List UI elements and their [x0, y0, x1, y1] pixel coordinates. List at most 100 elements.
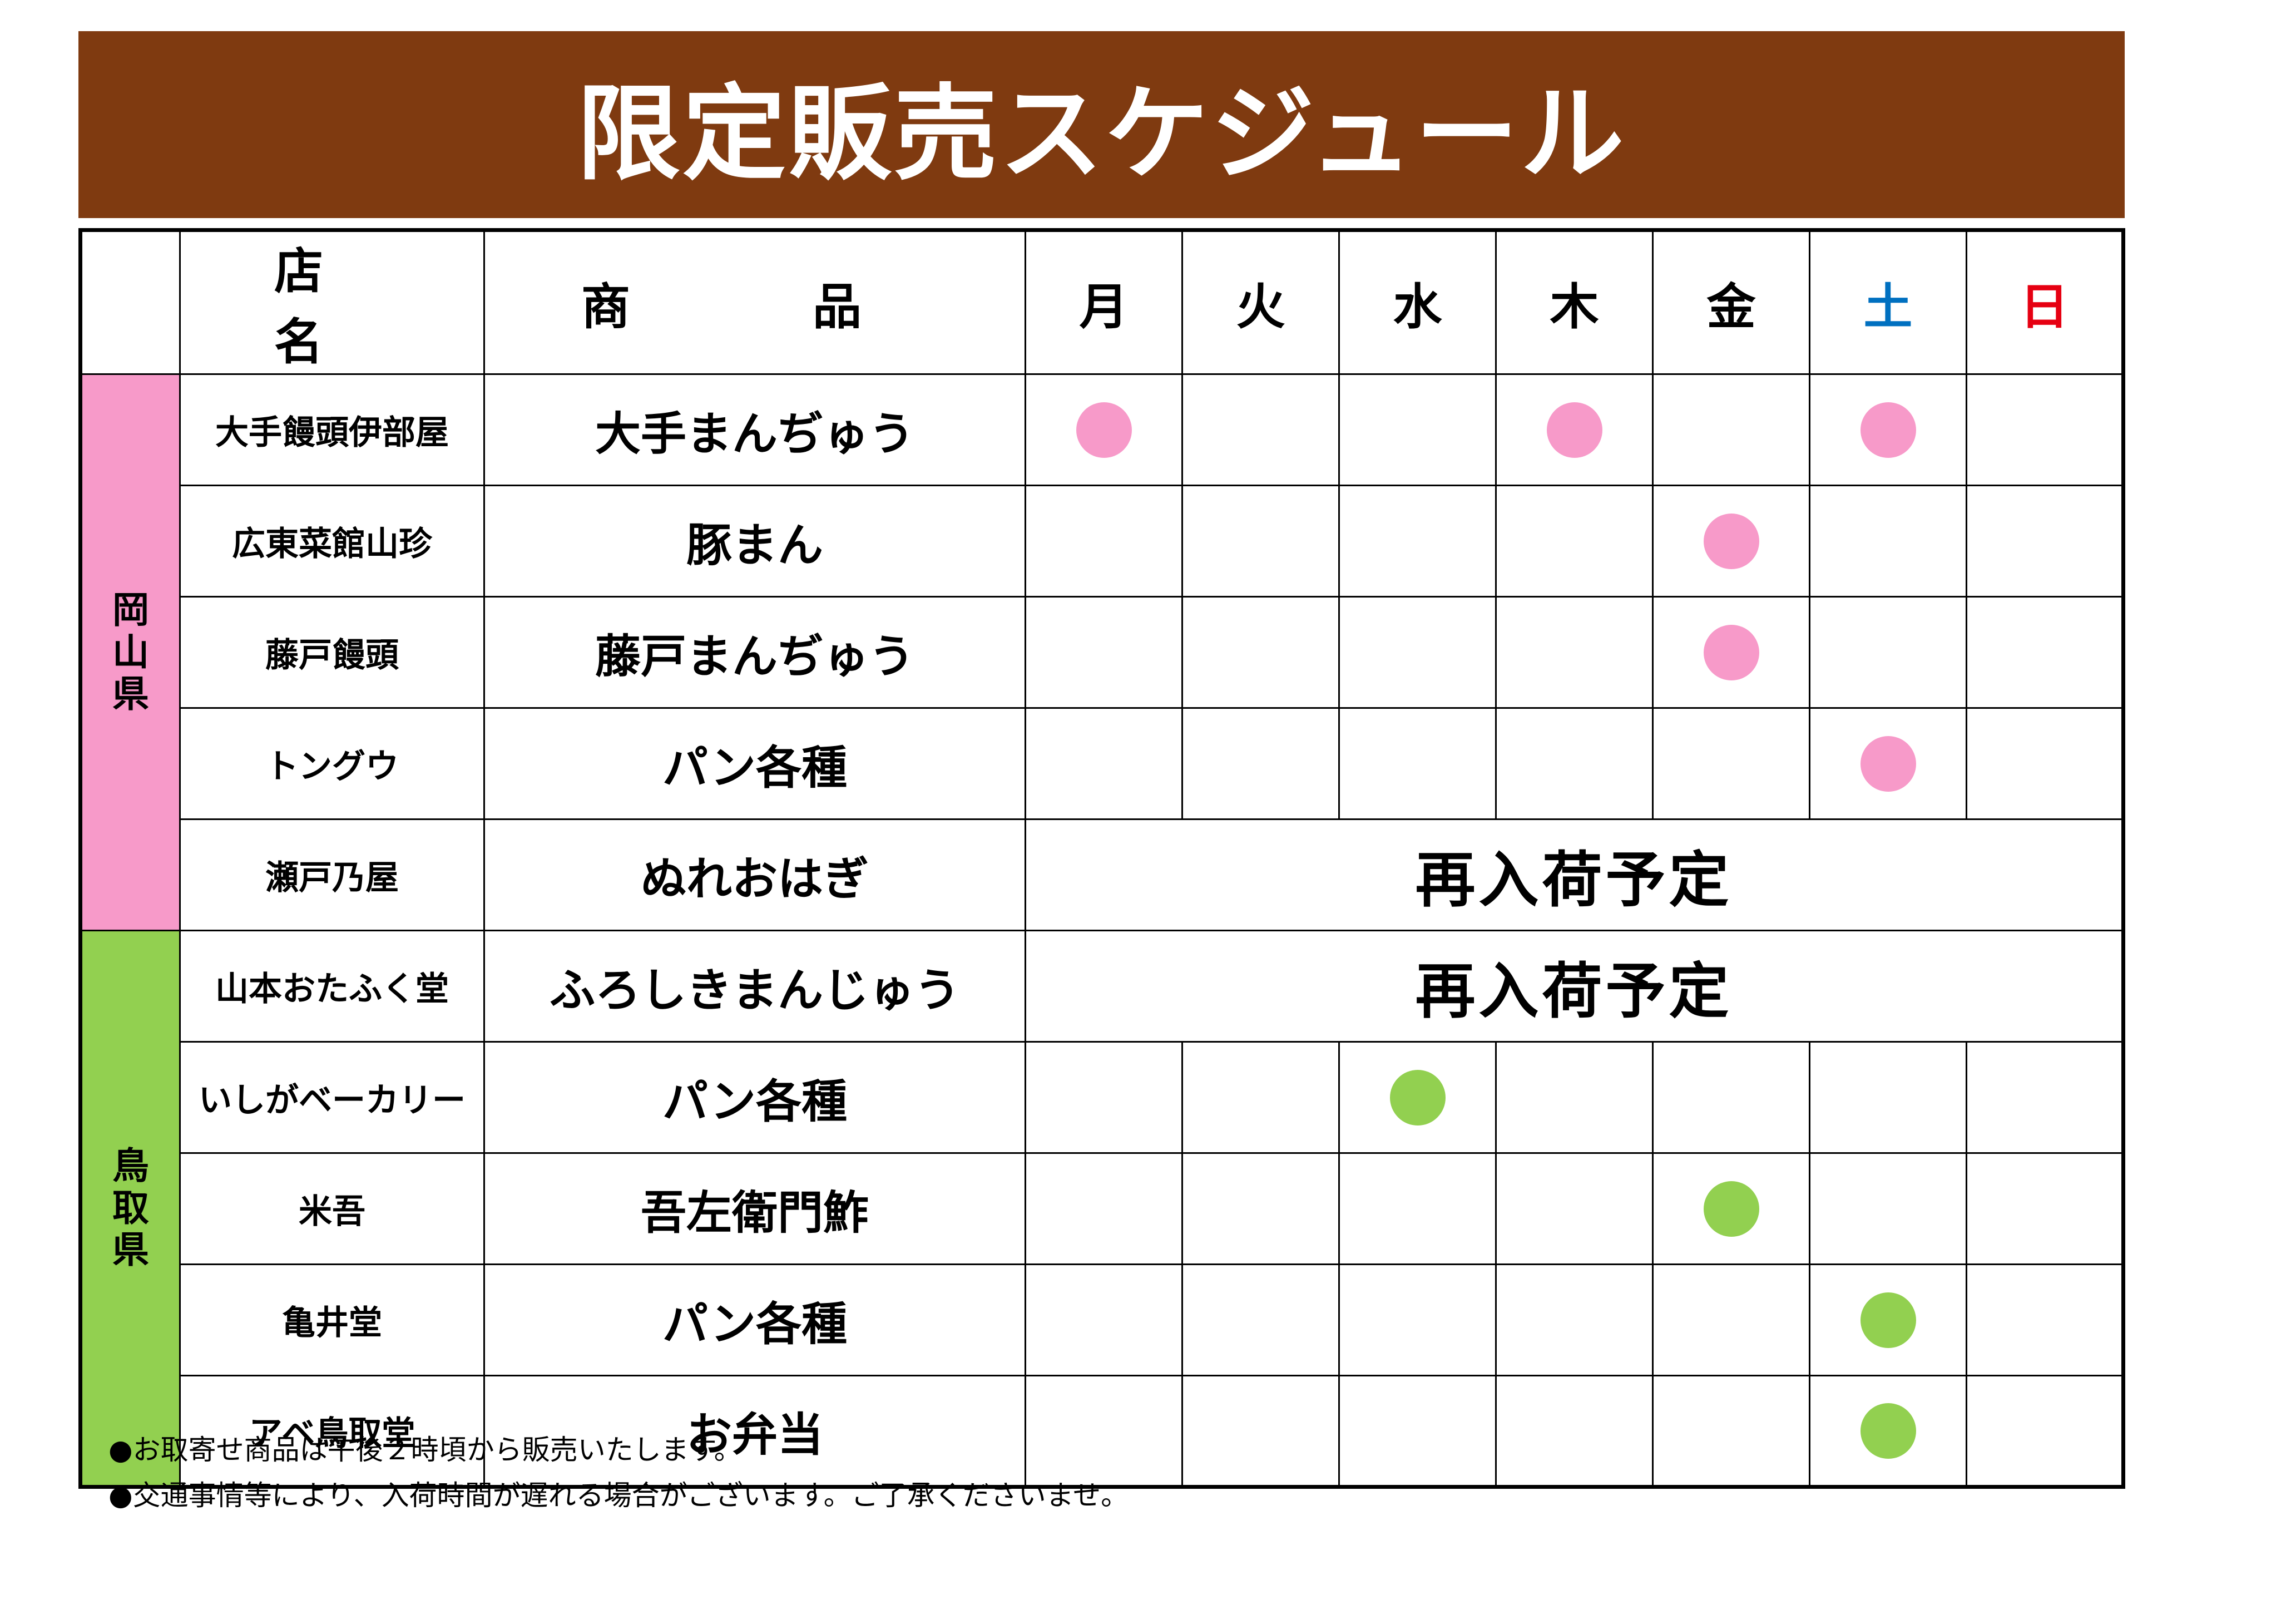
- header-day-sat: 土: [1809, 229, 1967, 375]
- page-title: 限定販売スケジュール: [577, 73, 1626, 194]
- store-name: 亀井堂: [179, 1263, 485, 1376]
- day-cell-sat: [1809, 485, 1967, 598]
- day-cell-mon: [1025, 1263, 1183, 1376]
- sale-day-dot: [1860, 402, 1916, 458]
- day-cell-sat: [1809, 1152, 1967, 1265]
- restock-status: 再入荷予定: [1025, 818, 2124, 931]
- day-cell-mon: [1025, 373, 1183, 486]
- day-cell-fri: [1652, 485, 1810, 598]
- schedule-row: 亀井堂 パン各種: [81, 1263, 2124, 1376]
- day-cell-sun: [1966, 1263, 2124, 1376]
- store-name: 瀬戸乃屋: [179, 818, 485, 931]
- day-cell-fri: [1652, 1041, 1810, 1154]
- day-cell-fri: [1652, 1375, 1810, 1488]
- day-cell-sun: [1966, 1375, 2124, 1488]
- day-cell-wed: [1338, 707, 1497, 820]
- day-cell-tue: [1181, 1375, 1340, 1488]
- prefecture-char: 山: [112, 630, 149, 674]
- prefecture-char: 岡: [112, 588, 149, 631]
- day-cell-sat: [1809, 1375, 1967, 1488]
- day-cell-sun: [1966, 1041, 2124, 1154]
- sale-day-dot: [1860, 1403, 1916, 1459]
- schedule-body: 岡山県大手饅頭伊部屋 大手まんぢゅう 広東菜館山珍 豚まん 藤戸饅頭 藤戸まんぢゅう トング…: [80, 373, 2124, 1488]
- schedule-row: 鳥取県山本おたふく堂 ふろしきまんじゅう 再入荷予定: [80, 930, 2124, 1488]
- day-cell-wed: [1338, 1375, 1497, 1488]
- day-cell-thu: [1495, 1152, 1654, 1265]
- sale-day-dot: [1076, 402, 1132, 458]
- day-cell-sat: [1809, 707, 1967, 820]
- store-name: 広東菜館山珍: [179, 485, 485, 598]
- notes: ●お取寄せ商品は午後２時頃から販売いたします。 ●交通事情等により、入荷時間が遅…: [108, 1427, 1129, 1518]
- title-banner: 限定販売スケジュール: [78, 31, 2125, 218]
- product-name: ぬれおはぎ: [483, 818, 1026, 931]
- day-cell-tue: [1181, 596, 1340, 709]
- day-cell-tue: [1181, 485, 1340, 598]
- day-cell-wed: [1338, 1152, 1497, 1265]
- product-name: ふろしきまんじゅう: [483, 930, 1026, 1043]
- day-cell-mon: [1025, 596, 1183, 709]
- day-cell-sat: [1809, 373, 1967, 486]
- schedule-table: 店 名 商 品 月 火 水 木 金 土 日 岡山県大手饅頭伊部屋 大手まんぢゅう広…: [78, 228, 2125, 1489]
- prefecture-char: 取: [112, 1186, 149, 1230]
- day-cell-wed: [1338, 485, 1497, 598]
- day-cell-thu: [1495, 485, 1654, 598]
- header-day-tue: 火: [1181, 229, 1340, 375]
- schedule-row: いしがベーカリー パン各種: [81, 1041, 2124, 1154]
- day-cell-thu: [1495, 1041, 1654, 1154]
- day-cell-sun: [1966, 1152, 2124, 1265]
- product-name: 大手まんぢゅう: [483, 373, 1026, 486]
- header-day-fri: 金: [1652, 229, 1810, 375]
- day-cell-fri: [1652, 707, 1810, 820]
- store-name: いしがベーカリー: [179, 1041, 485, 1154]
- note-line: ●お取寄せ商品は午後２時頃から販売いたします。: [108, 1434, 742, 1466]
- header-corner: [80, 229, 181, 375]
- store-name: 山本おたふく堂: [179, 930, 485, 1043]
- header-row: 店 名 商 品 月 火 水 木 金 土 日: [80, 229, 2124, 375]
- day-cell-fri: [1652, 596, 1810, 709]
- day-cell-tue: [1181, 373, 1340, 486]
- day-cell-mon: [1025, 707, 1183, 820]
- day-cell-mon: [1025, 485, 1183, 598]
- store-name: 大手饅頭伊部屋: [179, 373, 485, 486]
- day-cell-wed: [1338, 1263, 1497, 1376]
- sale-day-dot: [1703, 624, 1759, 680]
- day-cell-thu: [1495, 1263, 1654, 1376]
- day-cell-sat: [1809, 596, 1967, 709]
- store-name: トングウ: [179, 707, 485, 820]
- day-cell-sun: [1966, 485, 2124, 598]
- day-cell-thu: [1495, 707, 1654, 820]
- day-cell-mon: [1025, 1152, 1183, 1265]
- schedule-row: アベ鳥取堂 お弁当: [81, 1375, 2124, 1488]
- product-name: 豚まん: [483, 485, 1026, 598]
- note-line: ●交通事情等により、入荷時間が遅れる場合がございます。ご了承くださいませ。: [108, 1479, 1129, 1512]
- product-name: パン各種: [483, 1041, 1026, 1154]
- product-name: パン各種: [483, 1263, 1026, 1376]
- day-cell-sun: [1966, 596, 2124, 709]
- store-name: アベ鳥取堂: [179, 1375, 485, 1488]
- product-name: お弁当: [483, 1375, 1026, 1488]
- day-cell-tue: [1181, 1041, 1340, 1154]
- day-cell-sat: [1809, 1263, 1967, 1376]
- sale-day-dot: [1703, 513, 1759, 569]
- sale-day-dot: [1546, 402, 1602, 458]
- sale-day-dot: [1389, 1069, 1446, 1126]
- schedule-row: 岡山県大手饅頭伊部屋 大手まんぢゅう: [80, 373, 2124, 931]
- header-day-sun: 日: [1966, 229, 2124, 375]
- day-cell-sat: [1809, 1041, 1967, 1154]
- header-day-wed: 水: [1338, 229, 1497, 375]
- sale-day-dot: [1703, 1181, 1759, 1237]
- header-day-thu: 木: [1495, 229, 1654, 375]
- day-cell-mon: [1025, 1041, 1183, 1154]
- sale-day-dot: [1860, 736, 1916, 792]
- day-cell-tue: [1181, 1263, 1340, 1376]
- schedule-row: トングウ パン各種: [81, 707, 2124, 820]
- product-name: パン各種: [483, 707, 1026, 820]
- header-store: 店 名: [179, 229, 485, 375]
- restock-status: 再入荷予定: [1025, 930, 2124, 1043]
- day-cell-wed: [1338, 373, 1497, 486]
- day-cell-wed: [1338, 1041, 1497, 1154]
- schedule-row: 米吾 吾左衛門鮓: [81, 1152, 2124, 1265]
- day-cell-thu: [1495, 373, 1654, 486]
- day-cell-mon: [1025, 1375, 1183, 1488]
- header-product: 商 品: [483, 229, 1026, 375]
